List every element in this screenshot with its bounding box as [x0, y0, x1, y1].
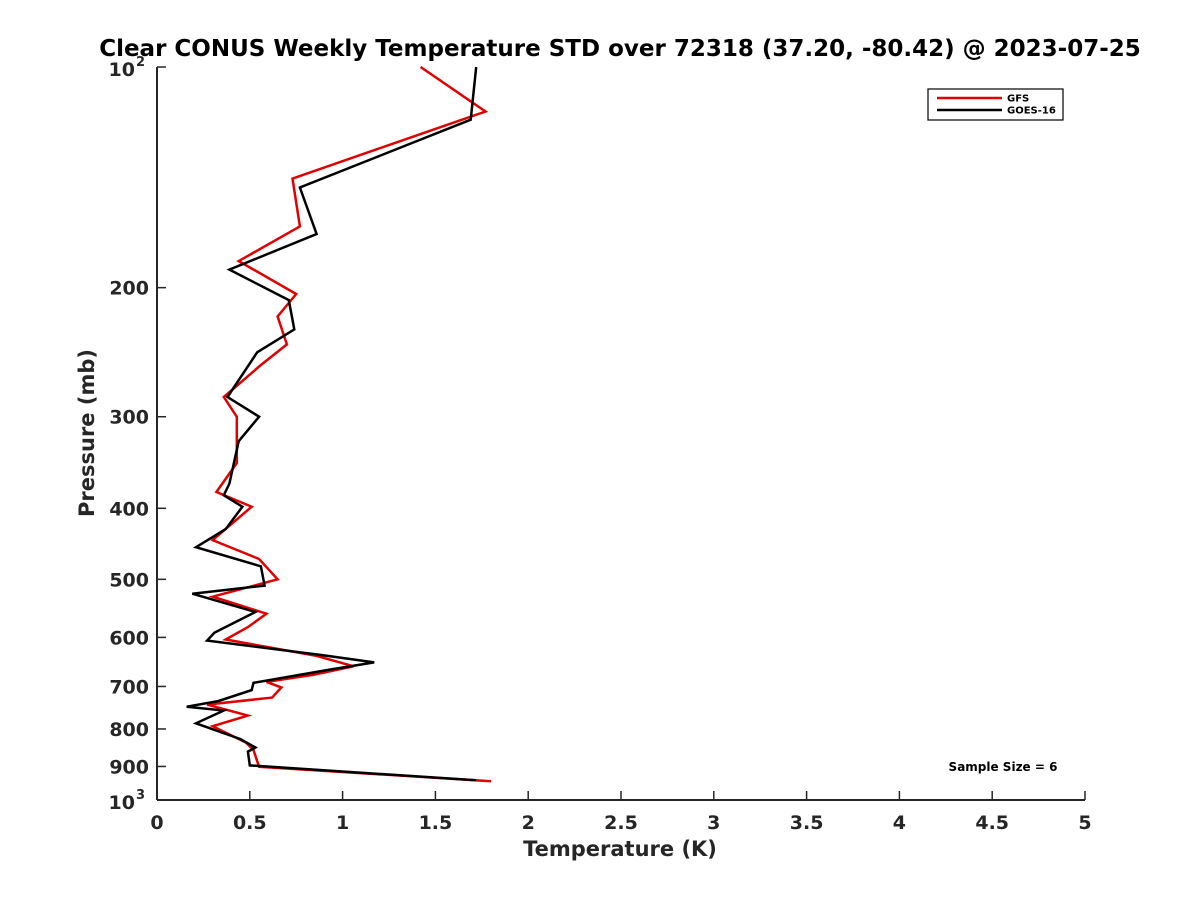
x-tick-label: 2.5: [604, 812, 638, 834]
x-tick-label: 1.5: [419, 812, 453, 834]
y-tick-label: 700: [109, 676, 149, 698]
x-tick-label: 0.5: [233, 812, 267, 834]
series-line-goes16: [186, 66, 478, 782]
chart-title: Clear CONUS Weekly Temperature STD over …: [99, 36, 1141, 62]
x-tick-label: 0: [150, 812, 163, 834]
legend: GFS GOES-16: [927, 88, 1064, 121]
x-tick-label: 1: [336, 812, 349, 834]
x-axis-label: Temperature (K): [523, 837, 717, 861]
y-tick-label: 900: [109, 756, 149, 778]
y-axis-label: Pressure (mb): [75, 349, 99, 517]
x-tick-label: 2: [522, 812, 535, 834]
y-tick-label-power: 10: [109, 792, 135, 814]
series-layer: [186, 65, 492, 783]
y-tick-label: 500: [109, 569, 149, 591]
y-tick-label: 400: [109, 498, 149, 520]
x-tick-label: 3: [707, 812, 720, 834]
y-tick-label: 800: [109, 719, 149, 741]
legend-box: [927, 88, 1064, 121]
legend-label-goes16: GOES-16: [1007, 106, 1056, 117]
x-tick-label: 3.5: [790, 812, 824, 834]
y-tick-label-exponent: 3: [136, 788, 145, 803]
sample-size-annotation: Sample Size = 6: [949, 760, 1058, 774]
y-tick-label-exponent: 2: [136, 55, 145, 70]
y-tick-label: 600: [109, 627, 149, 649]
y-tick-label: 300: [109, 407, 149, 429]
axes-layer: 0 0.5 1 1.5 2 2.5 3 3.5 4 4.5 510 22003004005006007…: [109, 55, 1092, 834]
x-tick-label: 5: [1078, 812, 1091, 834]
y-tick-label: 200: [109, 278, 149, 300]
legend-label-gfs: GFS: [1007, 94, 1029, 105]
y-tick-label-power: 10: [109, 59, 135, 81]
x-tick-label: 4.5: [975, 812, 1009, 834]
x-tick-label: 4: [893, 812, 906, 834]
